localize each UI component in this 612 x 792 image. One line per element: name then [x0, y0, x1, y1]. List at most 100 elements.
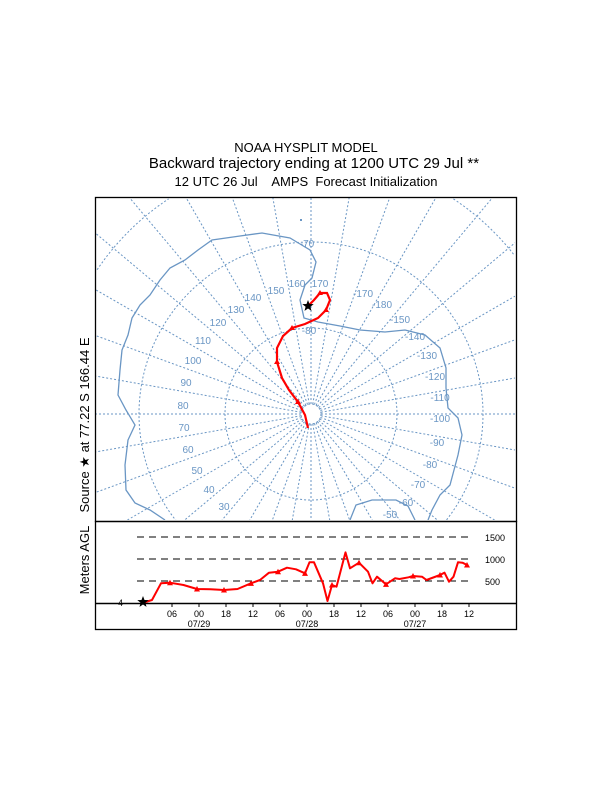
- trajectory-marker: [317, 290, 323, 295]
- longitude-label: -110: [430, 393, 450, 404]
- height-marker: [356, 559, 362, 566]
- coastline: [349, 499, 416, 520]
- meridian-line: [96, 415, 302, 453]
- y-tick-label: 1500: [485, 533, 505, 543]
- meridian-line: [184, 420, 304, 520]
- height-marker: [383, 581, 389, 587]
- x-tick-label: 06: [275, 609, 285, 619]
- start-height-label: 4: [118, 598, 123, 608]
- meridian-line: [313, 198, 391, 405]
- meridian-line: [320, 415, 515, 451]
- meridian-line: [312, 198, 350, 405]
- longitude-label: 130: [228, 305, 245, 316]
- longitude-label: -170: [353, 289, 373, 300]
- meridian-line: [221, 421, 305, 520]
- height-marker: [329, 582, 335, 588]
- height-marker: [167, 579, 173, 586]
- plot-title: NOAA HYSPLIT MODEL: [234, 140, 378, 155]
- longitude-label: 140: [245, 293, 262, 304]
- longitude-label: -50: [383, 510, 398, 521]
- meridian-line: [96, 416, 302, 493]
- meridian-line: [231, 198, 309, 405]
- x-tick-label: 00: [302, 609, 312, 619]
- meridian-line: [271, 423, 309, 520]
- height-marker: [194, 586, 200, 592]
- x-tick-label: 06: [167, 609, 177, 619]
- x-tick-label: 18: [329, 609, 339, 619]
- longitude-label: 30: [218, 502, 230, 513]
- coastline: [117, 232, 301, 520]
- latitude-circle: [96, 198, 515, 270]
- date-label: 07/28: [296, 619, 319, 629]
- longitude-label: -90: [430, 438, 445, 449]
- longitude-label: -60: [399, 498, 414, 509]
- x-tick-label: 18: [437, 609, 447, 619]
- height-marker: [464, 562, 470, 568]
- longitude-label: 100: [185, 356, 202, 367]
- x-tick-label: 12: [464, 609, 474, 619]
- height-marker: [437, 572, 443, 578]
- date-label: 07/29: [188, 619, 211, 629]
- longitude-label: 170: [312, 279, 329, 290]
- longitude-label: -130: [417, 351, 437, 362]
- meridian-line: [313, 423, 351, 520]
- trajectory-marker: [323, 307, 329, 312]
- height-marker: [248, 580, 254, 586]
- longitude-label: -120: [425, 372, 445, 383]
- trajectory-marker: [289, 325, 295, 330]
- x-tick-label: 00: [194, 609, 204, 619]
- longitude-label: 80: [177, 401, 189, 412]
- height-chart: 500 1000 1500 06 00 18 12 06 00 18 12 06 00 18 12 07/29…: [137, 533, 505, 629]
- meridian-line: [317, 421, 401, 520]
- meridian-line: [127, 418, 303, 520]
- latitude-circle: [224, 327, 398, 501]
- longitude-label: -100: [430, 414, 450, 425]
- source-label: Source ★ at 77.22 S 166.44 E: [77, 337, 92, 512]
- meridian-line: [318, 420, 438, 520]
- meridian-line: [319, 295, 515, 410]
- x-tick-label: 12: [248, 609, 258, 619]
- meridian-line: [96, 375, 302, 413]
- longitude-label: 160: [289, 279, 306, 290]
- meridian-line: [320, 416, 515, 489]
- longitude-label: 60: [182, 445, 194, 456]
- longitude-label: -140: [405, 332, 425, 343]
- meridian-line: [320, 339, 515, 412]
- height-series-line: [142, 551, 468, 604]
- meridian-line: [272, 198, 310, 405]
- longitude-label: -180: [372, 300, 392, 311]
- meridian-line: [318, 242, 515, 408]
- y-tick-label: 1000: [485, 555, 505, 565]
- longitude-label: 150: [268, 286, 285, 297]
- island-dot: [300, 219, 302, 221]
- longitude-label: 120: [210, 318, 227, 329]
- longitude-label: 50: [191, 466, 203, 477]
- trajectory-marker: [274, 359, 280, 364]
- height-marker: [302, 570, 308, 576]
- height-marker: [221, 587, 227, 593]
- plot-subtitle: Backward trajectory ending at 1200 UTC 2…: [148, 155, 480, 172]
- meridian-line: [291, 423, 310, 520]
- trajectory-marker: [295, 399, 301, 404]
- meridian-line: [96, 335, 302, 412]
- meridian-line: [249, 422, 307, 520]
- latitude-label: -70: [300, 239, 315, 250]
- longitude-label: -70: [411, 480, 426, 491]
- x-tick-label: 12: [356, 609, 366, 619]
- star-icon: [137, 596, 149, 607]
- meridian-line: [312, 423, 331, 520]
- x-tick-label: 18: [221, 609, 231, 619]
- height-marker: [410, 573, 416, 579]
- y-axis-label: Meters AGL: [77, 526, 92, 595]
- meridian-line: [317, 198, 493, 407]
- initialization-label: 12 UTC 26 Jul AMPS Forecast Initializati…: [174, 174, 438, 189]
- latitude-label: -80: [302, 326, 317, 337]
- map-panel: [96, 198, 515, 520]
- y-tick-label: 500: [485, 577, 500, 587]
- longitude-label: 110: [195, 336, 211, 347]
- coastline: [299, 243, 463, 520]
- meridian-line: [319, 418, 495, 520]
- longitude-label: 70: [178, 423, 190, 434]
